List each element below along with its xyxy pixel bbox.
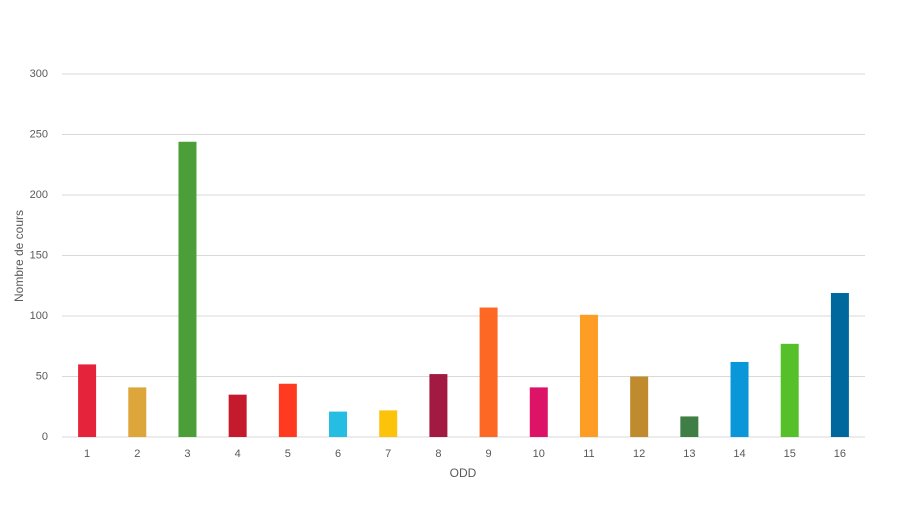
bar xyxy=(479,307,498,437)
bar xyxy=(379,410,398,437)
bar xyxy=(329,411,348,437)
x-tick-label: 8 xyxy=(435,448,441,460)
bar xyxy=(830,293,849,437)
x-tick-label: 1 xyxy=(84,448,90,460)
y-tick-label: 300 xyxy=(30,68,48,80)
bar xyxy=(178,141,197,437)
x-tick-label: 16 xyxy=(834,448,846,460)
y-tick-label: 50 xyxy=(36,370,48,382)
bar xyxy=(630,376,649,437)
x-tick-label: 12 xyxy=(633,448,645,460)
x-tick-label: 6 xyxy=(335,448,341,460)
x-tick-label: 9 xyxy=(486,448,492,460)
bar xyxy=(128,387,147,437)
x-tick-label: 5 xyxy=(285,448,291,460)
bar xyxy=(78,364,97,437)
bar xyxy=(680,416,699,437)
x-tick-label: 11 xyxy=(583,448,594,460)
x-tick-label: 13 xyxy=(683,448,695,460)
x-tick-label: 3 xyxy=(184,448,190,460)
x-tick-label: 4 xyxy=(235,448,241,460)
x-tick-label: 14 xyxy=(733,448,745,460)
bar xyxy=(429,374,448,437)
bar xyxy=(278,383,297,437)
y-tick-label: 200 xyxy=(30,189,48,201)
x-tick-label: 15 xyxy=(784,448,796,460)
bar xyxy=(730,361,749,437)
x-tick-label: 2 xyxy=(134,448,140,460)
y-tick-label: 250 xyxy=(30,128,48,140)
x-tick-label: 10 xyxy=(533,448,545,460)
bar xyxy=(529,387,548,437)
y-tick-label: 100 xyxy=(30,310,48,322)
y-axis-label: Nombre de cours xyxy=(12,210,26,302)
bar xyxy=(228,394,247,437)
bar xyxy=(780,343,799,437)
x-axis-label: ODD xyxy=(450,466,477,480)
y-tick-label: 150 xyxy=(30,249,48,261)
y-tick-label: 0 xyxy=(42,431,48,443)
bar xyxy=(579,314,598,437)
x-tick-label: 7 xyxy=(385,448,391,460)
